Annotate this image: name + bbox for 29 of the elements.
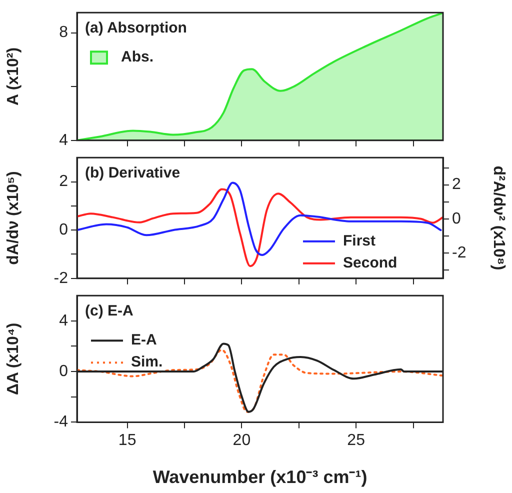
y2-tick-label: 0 (452, 210, 461, 228)
x-axis-title: Wavenumber (x10⁻³ cm⁻¹) (152, 467, 368, 488)
legend-label: Sim. (131, 354, 163, 371)
y-axis-title: A (x10²) (5, 47, 22, 106)
y-tick-label: 2 (59, 173, 68, 190)
legend-label: Abs. (121, 48, 154, 66)
y-tick-label: 4 (59, 312, 68, 330)
legend-label: Second (343, 254, 398, 272)
x-tick-label: 20 (232, 432, 251, 450)
y-tick-label: 8 (59, 24, 68, 42)
y2-tick-label: 2 (452, 176, 461, 194)
line-series (77, 182, 442, 256)
y2-axis-title: d²A/dν² (x10⁸) (490, 166, 507, 270)
legend-label: E-A (131, 332, 157, 349)
y-tick-label: 0 (59, 362, 68, 380)
text: (b) Derivative (85, 164, 180, 182)
legend-label: First (343, 232, 376, 250)
text: (a) Absorption (85, 20, 187, 37)
line-series (77, 188, 443, 268)
x-tick-label: 15 (118, 432, 136, 450)
y-axis-title: ΔA (x10⁴) (5, 322, 22, 395)
y-tick-label: 4 (59, 132, 68, 149)
y2-tick-label: -2 (452, 244, 466, 262)
y-tick-label: -4 (54, 414, 68, 431)
x-tick-label: 25 (347, 432, 366, 450)
y-tick-label: -2 (54, 270, 68, 287)
text: (c) E-A (85, 302, 134, 320)
y-tick-label: 0 (59, 221, 68, 238)
y-axis-title: dA/dν (x10⁵) (5, 171, 22, 265)
